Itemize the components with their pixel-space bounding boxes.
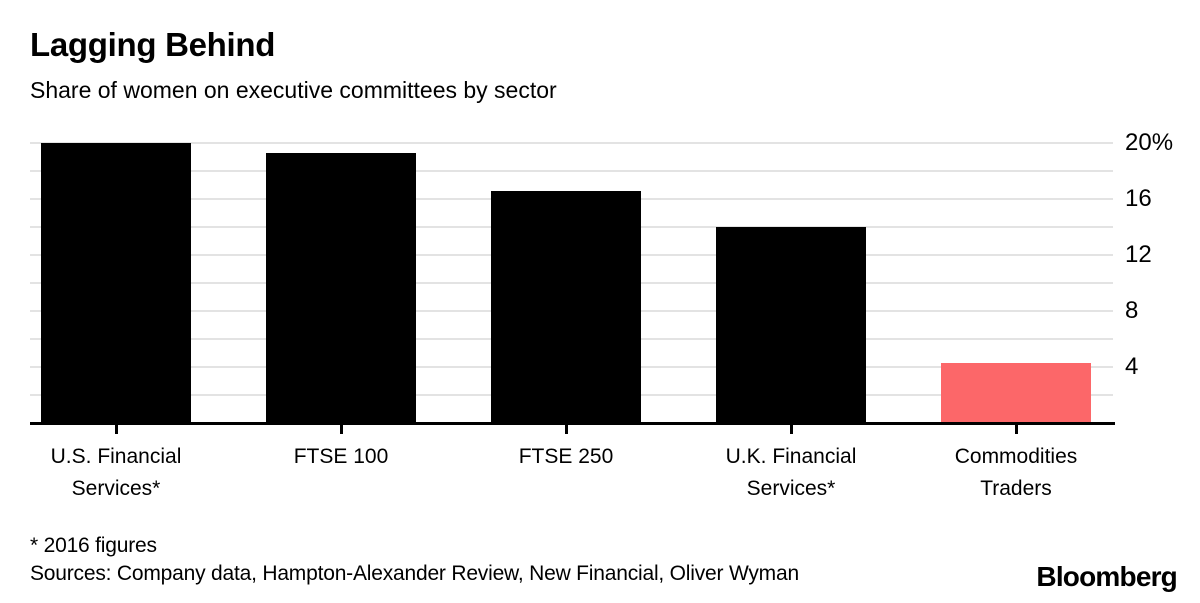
x-axis-tick-commodities-traders — [1014, 425, 1018, 434]
bar-u-k-financial-services — [716, 227, 866, 423]
x-axis-tick-ftse-100 — [339, 425, 343, 434]
x-axis-line — [30, 422, 1115, 425]
x-axis-label-line: Commodities — [954, 445, 1078, 468]
bar-commodities-traders — [941, 363, 1091, 423]
y-axis-label-4: 4 — [1125, 353, 1139, 380]
x-axis-label-ftse-100: FTSE 100 — [231, 441, 451, 473]
y-axis-label-8: 8 — [1125, 297, 1139, 324]
footnote-asterisk: * 2016 figures — [30, 534, 157, 557]
x-axis-label-line: Services* — [746, 477, 836, 500]
gridline-18 — [30, 170, 1113, 172]
x-axis-tick-ftse-250 — [564, 425, 568, 434]
x-axis-label-commodities-traders: Commodities Traders — [906, 441, 1126, 505]
x-axis-tick-u-k-financial-services — [789, 425, 793, 434]
x-axis-label-line: FTSE 250 — [518, 445, 614, 468]
x-axis-label-line: Services* — [71, 477, 161, 500]
x-axis-label-ftse-250: FTSE 250 — [456, 441, 676, 473]
footnote-sources: Sources: Company data, Hampton-Alexander… — [30, 562, 799, 585]
x-axis-tick-u-s-financial-services — [114, 425, 118, 434]
x-axis-label-u-s-financial-services: U.S. Financial Services* — [6, 441, 226, 505]
x-axis-label-line: U.K. Financial — [725, 445, 857, 468]
x-axis-label-line: FTSE 100 — [293, 445, 389, 468]
x-axis-label-line: Traders — [980, 477, 1052, 500]
y-axis-label-12: 12 — [1125, 241, 1152, 268]
footnotes: * 2016 figures Sources: Company data, Ha… — [30, 532, 799, 588]
gridline-20 — [30, 142, 1113, 144]
chart-title: Lagging Behind — [30, 26, 276, 63]
x-axis-label-u-k-financial-services: U.K. Financial Services* — [681, 441, 901, 505]
y-axis-label-16: 16 — [1125, 185, 1152, 212]
bar-ftse-250 — [491, 191, 641, 423]
x-axis-label-line: U.S. Financial — [50, 445, 182, 468]
bar-ftse-100 — [266, 153, 416, 423]
bloomberg-logo: Bloomberg — [1036, 561, 1177, 592]
y-axis-label-20: 20% — [1125, 129, 1174, 156]
chart-subtitle: Share of women on executive committees b… — [30, 77, 557, 103]
bar-u-s-financial-services — [41, 143, 191, 423]
